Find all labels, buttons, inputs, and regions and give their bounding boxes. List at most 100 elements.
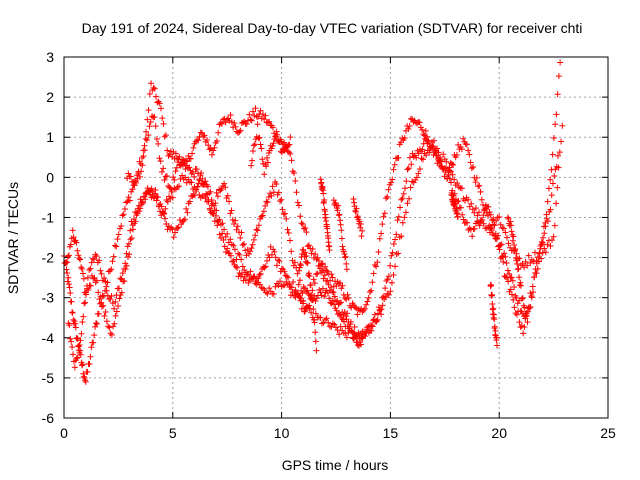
data-point [69, 309, 76, 316]
data-point [148, 80, 155, 87]
data-point [159, 115, 166, 122]
data-point [559, 122, 566, 129]
data-point [422, 127, 429, 134]
data-point [326, 295, 333, 302]
data-point [532, 266, 539, 273]
data-point [452, 200, 459, 207]
data-point [314, 270, 321, 277]
data-point [129, 186, 136, 193]
y-tick-label: -1 [42, 209, 55, 225]
data-point [122, 260, 129, 267]
data-point [407, 184, 414, 191]
data-point [473, 174, 480, 181]
data-point [113, 292, 120, 299]
data-point [261, 264, 268, 271]
data-point [144, 185, 151, 192]
data-point [311, 280, 318, 287]
data-point [64, 278, 71, 285]
data-point [384, 193, 391, 200]
data-point [103, 287, 110, 294]
data-point [121, 206, 128, 213]
data-point [137, 160, 144, 167]
data-point [446, 175, 453, 182]
data-point [496, 214, 503, 220]
data-point [154, 194, 161, 201]
data-point [145, 132, 152, 139]
data-point [514, 266, 521, 273]
data-point [382, 285, 389, 292]
data-point [493, 334, 500, 341]
data-point [176, 153, 183, 160]
data-point [255, 275, 262, 282]
data-point [260, 208, 267, 215]
data-point [469, 233, 476, 240]
data-point [251, 141, 258, 148]
data-point [390, 241, 397, 248]
data-point [505, 278, 512, 285]
data-point [458, 146, 465, 153]
data-point [296, 294, 303, 301]
data-point [103, 318, 110, 325]
data-point [69, 344, 76, 351]
data-point [351, 324, 358, 331]
data-point [371, 311, 378, 318]
data-point [278, 196, 285, 203]
data-point [171, 229, 178, 236]
data-point [299, 221, 306, 228]
data-point [443, 158, 450, 165]
data-point [72, 324, 79, 331]
data-point [401, 134, 408, 141]
y-tick-label: -4 [42, 330, 55, 346]
data-point [264, 199, 271, 206]
data-point [148, 185, 155, 192]
data-point [245, 250, 252, 257]
data-point [504, 214, 511, 221]
data-point [211, 144, 218, 151]
data-point [127, 227, 134, 234]
data-point [341, 251, 348, 258]
data-point [292, 178, 299, 185]
data-point [460, 216, 467, 223]
data-point [84, 274, 91, 281]
data-point [469, 206, 476, 213]
data-point [296, 202, 303, 209]
data-point [250, 108, 257, 115]
data-point [229, 258, 236, 265]
x-tick-label: 25 [600, 425, 616, 441]
data-point [406, 154, 413, 161]
data-point [243, 120, 250, 127]
data-point [521, 323, 528, 330]
data-point [255, 222, 262, 229]
data-point [283, 273, 290, 280]
data-point [489, 301, 496, 308]
data-point [287, 134, 294, 141]
data-point [380, 213, 387, 220]
data-point [428, 144, 435, 151]
data-point [273, 262, 280, 269]
data-point [134, 210, 141, 217]
data-point [296, 267, 303, 274]
data-point [429, 143, 436, 150]
data-point [65, 252, 72, 259]
data-point [421, 135, 428, 142]
x-tick-label: 5 [169, 425, 177, 441]
data-point [413, 154, 420, 161]
data-point [83, 291, 90, 298]
data-point [209, 210, 216, 217]
data-point [203, 137, 210, 144]
data-point [314, 254, 321, 261]
data-point [503, 274, 510, 281]
data-point [351, 304, 358, 311]
data-point [74, 247, 81, 254]
data-point [485, 224, 492, 231]
data-point [167, 185, 174, 192]
data-point [359, 227, 366, 234]
data-point [70, 234, 77, 241]
data-point [307, 281, 314, 288]
data-point [160, 211, 167, 218]
data-point [309, 287, 316, 294]
data-point [266, 118, 273, 125]
data-point [547, 176, 554, 183]
data-point [116, 285, 123, 292]
data-point [221, 180, 228, 187]
